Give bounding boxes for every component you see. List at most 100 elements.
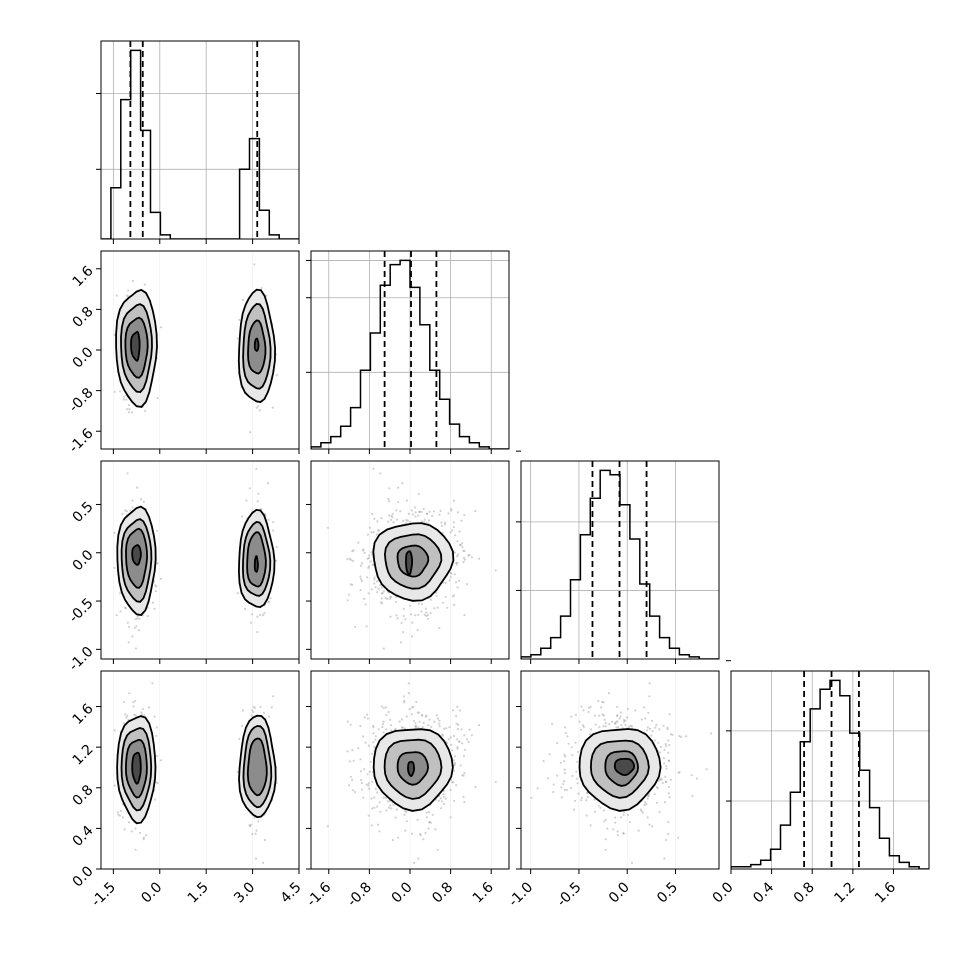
sample-point	[624, 719, 627, 722]
sample-point	[691, 794, 694, 798]
sample-point	[408, 707, 411, 711]
sample-point	[468, 728, 471, 731]
sample-point	[259, 705, 262, 709]
sample-point	[449, 788, 452, 792]
sample-point	[373, 582, 376, 585]
sample-point	[640, 809, 643, 813]
sample-point	[153, 607, 156, 610]
sample-point	[414, 614, 417, 617]
sample-point	[399, 641, 402, 644]
sample-point	[643, 706, 646, 709]
sample-point	[357, 747, 360, 750]
sample-point	[372, 741, 375, 744]
sample-point	[405, 715, 408, 718]
contour-line	[396, 751, 430, 786]
sample-point	[389, 804, 392, 807]
sample-point	[127, 403, 130, 407]
sample-point	[238, 737, 241, 741]
sample-point	[456, 728, 459, 731]
sample-point	[542, 760, 545, 763]
sample-point	[367, 556, 370, 560]
sample-point	[668, 796, 671, 799]
sample-point	[143, 714, 146, 717]
sample-point	[456, 561, 459, 564]
sample-point	[564, 732, 567, 735]
sample-point	[461, 545, 464, 549]
sample-point	[142, 500, 145, 503]
y-tick-label: 1.6	[70, 701, 97, 728]
sample-point	[369, 760, 372, 763]
sample-point	[446, 606, 449, 609]
sample-point	[256, 500, 259, 503]
sample-point	[260, 507, 263, 511]
sample-point	[455, 563, 458, 566]
sample-point	[593, 810, 597, 813]
sample-point	[562, 783, 565, 786]
sample-point	[136, 617, 139, 620]
sample-point	[563, 788, 567, 791]
contour-line	[120, 727, 153, 812]
sample-point	[456, 746, 459, 749]
sample-point	[438, 513, 441, 516]
sample-point	[630, 861, 634, 865]
sample-point	[616, 834, 620, 837]
sample-point	[560, 796, 563, 799]
sample-point	[657, 779, 660, 782]
sample-point	[351, 778, 354, 782]
sample-point	[452, 499, 455, 502]
sample-point	[127, 718, 130, 721]
sample-point	[397, 486, 400, 489]
sample-point	[373, 576, 376, 579]
sample-point	[388, 806, 391, 809]
contour-line	[131, 544, 142, 566]
sample-point	[359, 758, 362, 761]
sample-point	[435, 714, 439, 717]
sample-point	[425, 811, 428, 814]
sample-point	[427, 724, 430, 727]
sample-point	[577, 792, 580, 795]
sample-point	[346, 599, 349, 602]
sample-point	[574, 741, 577, 744]
contour-line	[238, 714, 277, 819]
sample-point	[377, 823, 380, 826]
sample-point	[380, 705, 383, 708]
sample-point	[668, 713, 671, 716]
sample-point	[359, 575, 362, 578]
sample-point	[348, 557, 351, 560]
panel-3-2: -1.0 -0.5 0.0 0.5	[506, 670, 720, 910]
sample-point	[566, 735, 569, 738]
sample-point	[552, 783, 555, 786]
sample-point	[372, 724, 375, 728]
sample-point	[253, 263, 256, 266]
sample-point	[604, 848, 607, 851]
sample-point	[124, 606, 127, 609]
sample-point	[249, 823, 253, 826]
sample-point	[381, 725, 384, 729]
sample-point	[640, 718, 643, 721]
sample-point	[450, 508, 453, 511]
sample-point	[463, 558, 466, 561]
sample-point	[410, 832, 414, 835]
sample-point	[453, 761, 456, 765]
sample-point	[617, 726, 620, 729]
sample-point	[658, 778, 662, 781]
sample-point	[414, 724, 417, 727]
sample-point	[457, 723, 460, 727]
sample-point	[646, 729, 649, 732]
contour-line	[130, 330, 141, 362]
sample-point	[366, 717, 369, 720]
sample-point	[655, 786, 658, 789]
sample-point	[564, 726, 567, 729]
x-tick-label: -0.8	[344, 879, 375, 910]
sample-point	[441, 734, 444, 737]
sample-point	[395, 596, 398, 599]
histogram-step-line	[731, 679, 929, 869]
sample-point	[659, 751, 662, 754]
sample-point	[565, 788, 569, 792]
sample-point	[449, 571, 452, 575]
sample-point	[593, 714, 597, 717]
sample-point	[326, 825, 329, 828]
sample-point	[159, 577, 163, 580]
sample-point	[388, 487, 391, 490]
